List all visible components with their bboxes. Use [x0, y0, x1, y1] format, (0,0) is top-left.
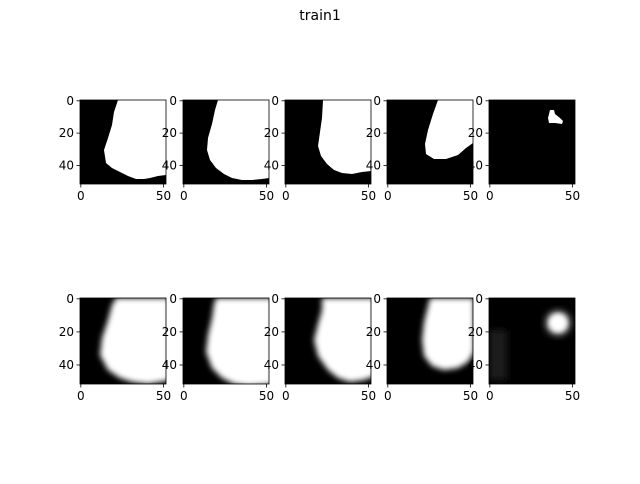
x-tick-label: 0 — [486, 189, 494, 203]
axes-frame — [182, 99, 270, 185]
faint-shadow — [489, 330, 507, 380]
y-tick-label: 40 — [366, 358, 381, 372]
axes-frame — [79, 297, 167, 385]
mask-region — [548, 110, 563, 124]
x-tick-label: 50 — [463, 389, 478, 403]
x-tick-label: 0 — [384, 389, 392, 403]
x-tick-label: 0 — [180, 389, 188, 403]
axes-frame — [284, 297, 372, 385]
axes-frame — [488, 99, 576, 185]
panel-row1-col4 — [488, 297, 576, 385]
y-tick-label: 40 — [468, 158, 483, 172]
y-tick-label: 0 — [66, 94, 74, 108]
x-tick-label: 50 — [156, 189, 171, 203]
mask-region — [318, 100, 371, 174]
y-tick-label: 40 — [468, 358, 483, 372]
panel-row1-col1 — [182, 297, 270, 385]
prediction-region — [100, 298, 166, 384]
figure-title: train1 — [299, 8, 341, 24]
axes-frame — [182, 297, 270, 385]
x-tick-label: 0 — [282, 189, 290, 203]
x-tick-label: 50 — [361, 189, 376, 203]
y-tick-label: 0 — [373, 94, 381, 108]
x-tick-label: 50 — [259, 389, 274, 403]
x-tick-label: 50 — [259, 189, 274, 203]
axes-frame — [284, 99, 372, 185]
y-tick-label: 20 — [366, 325, 381, 339]
panel-row1-col3 — [386, 297, 474, 385]
y-tick-label: 0 — [271, 94, 279, 108]
y-tick-label: 0 — [475, 292, 483, 306]
y-tick-label: 0 — [475, 94, 483, 108]
y-tick-label: 0 — [373, 292, 381, 306]
axes-frame — [79, 99, 167, 185]
x-tick-label: 0 — [384, 189, 392, 203]
y-tick-label: 20 — [59, 126, 74, 140]
axes-frame — [488, 297, 576, 385]
y-tick-label: 0 — [169, 292, 177, 306]
x-tick-label: 0 — [486, 389, 494, 403]
mask-region — [207, 100, 269, 180]
panel-row0-col1 — [182, 99, 270, 185]
y-tick-label: 20 — [468, 325, 483, 339]
panel-row0-col2 — [284, 99, 372, 185]
x-tick-label: 50 — [463, 189, 478, 203]
y-tick-label: 0 — [271, 292, 279, 306]
y-tick-label: 20 — [468, 126, 483, 140]
panel-row1-col0 — [79, 297, 167, 385]
panel-row1-col2 — [284, 297, 372, 385]
y-tick-label: 0 — [66, 292, 74, 306]
x-tick-label: 50 — [156, 389, 171, 403]
y-tick-label: 40 — [59, 158, 74, 172]
y-tick-label: 20 — [162, 325, 177, 339]
mask-region — [104, 100, 166, 179]
x-tick-label: 50 — [565, 389, 580, 403]
axes-frame — [386, 297, 474, 385]
prediction-region — [422, 298, 473, 370]
x-tick-label: 50 — [361, 389, 376, 403]
prediction-region — [206, 298, 269, 384]
prediction-region — [314, 298, 371, 382]
y-tick-label: 20 — [264, 325, 279, 339]
panel-row0-col4 — [488, 99, 576, 185]
panel-row0-col3 — [386, 99, 474, 185]
y-tick-label: 0 — [169, 94, 177, 108]
mask-region — [425, 100, 473, 159]
y-tick-label: 40 — [59, 358, 74, 372]
x-tick-label: 0 — [77, 189, 85, 203]
x-tick-label: 0 — [77, 389, 85, 403]
y-tick-label: 20 — [264, 126, 279, 140]
axes-frame — [386, 99, 474, 185]
axis-ticks: 0 50 0 20 40 0 50 0 20 40 0 50 0 20 40 0 50 0 20 40 0 50 0 20 40… — [59, 94, 580, 403]
image-background — [489, 100, 575, 184]
y-tick-label: 40 — [162, 158, 177, 172]
y-tick-label: 20 — [59, 325, 74, 339]
y-tick-label: 40 — [264, 158, 279, 172]
x-tick-label: 0 — [282, 389, 290, 403]
y-tick-label: 20 — [366, 126, 381, 140]
x-tick-label: 50 — [565, 189, 580, 203]
y-tick-label: 40 — [366, 158, 381, 172]
y-tick-label: 40 — [162, 358, 177, 372]
y-tick-label: 40 — [264, 358, 279, 372]
x-tick-label: 0 — [180, 189, 188, 203]
y-tick-label: 20 — [162, 126, 177, 140]
panel-row0-col0 — [79, 99, 167, 185]
prediction-blob-core — [550, 315, 566, 331]
